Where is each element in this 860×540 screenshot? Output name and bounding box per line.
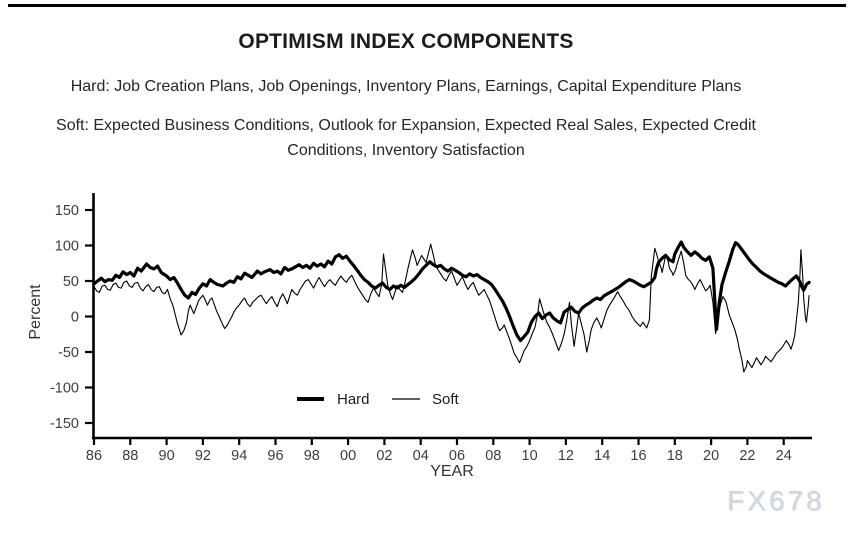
chart-title: OPTIMISM INDEX COMPONENTS [238, 30, 574, 53]
y-axis-ticks: 150 100 50 0 -50 -100 -150 [50, 203, 93, 432]
y-tick-label: 50 [63, 274, 79, 290]
x-tick-label: 24 [776, 448, 792, 464]
y-tick-label: 150 [55, 203, 79, 219]
x-tick-label: 06 [449, 448, 465, 464]
x-tick-label: 86 [86, 448, 102, 464]
x-tick-label: 88 [122, 448, 138, 464]
x-axis-title: YEAR [430, 463, 474, 480]
x-tick-label: 22 [739, 448, 755, 464]
y-tick-label: 100 [55, 239, 79, 255]
optimism-chart: 150 100 50 0 -50 -100 -150 86 88 90 92 94 96 98 00 02 0… [27, 193, 812, 480]
soft-series-line [93, 243, 810, 373]
x-tick-label: 20 [703, 448, 719, 464]
soft-components-description: Soft: Expected Business Conditions, Outl… [0, 113, 812, 163]
watermark: FX678 [727, 485, 825, 516]
hard-series-line [92, 240, 811, 343]
x-tick-label: 18 [667, 448, 683, 464]
legend-soft-label: Soft [432, 391, 460, 408]
x-axis-ticks: 86 88 90 92 94 96 98 00 02 04 06 08 10 12 14 16 18 20 22 24 [86, 438, 792, 464]
y-tick-label: -50 [58, 345, 79, 361]
x-tick-label: 02 [376, 448, 392, 464]
soft-components-description-text: Soft: Expected Business Conditions, Outl… [56, 117, 756, 159]
x-tick-label: 04 [413, 448, 429, 464]
y-tick-label: 0 [71, 310, 79, 326]
x-tick-label: 96 [267, 448, 283, 464]
x-tick-label: 94 [231, 448, 247, 464]
x-tick-label: 16 [630, 448, 646, 464]
legend-hard-label: Hard [337, 391, 370, 408]
x-tick-label: 12 [558, 448, 574, 464]
x-tick-label: 90 [159, 448, 175, 464]
hard-components-description: Hard: Job Creation Plans, Job Openings, … [70, 78, 742, 95]
x-tick-label: 08 [485, 448, 501, 464]
chart-legend: Hard Soft [297, 391, 460, 408]
y-tick-label: -150 [50, 416, 79, 432]
top-divider [8, 4, 846, 7]
x-tick-label: 14 [594, 448, 610, 464]
x-tick-label: 00 [340, 448, 356, 464]
y-axis-title: Percent [27, 284, 44, 340]
x-tick-label: 98 [304, 448, 320, 464]
x-tick-label: 92 [195, 448, 211, 464]
x-tick-label: 10 [522, 448, 538, 464]
y-tick-label: -100 [50, 381, 79, 397]
